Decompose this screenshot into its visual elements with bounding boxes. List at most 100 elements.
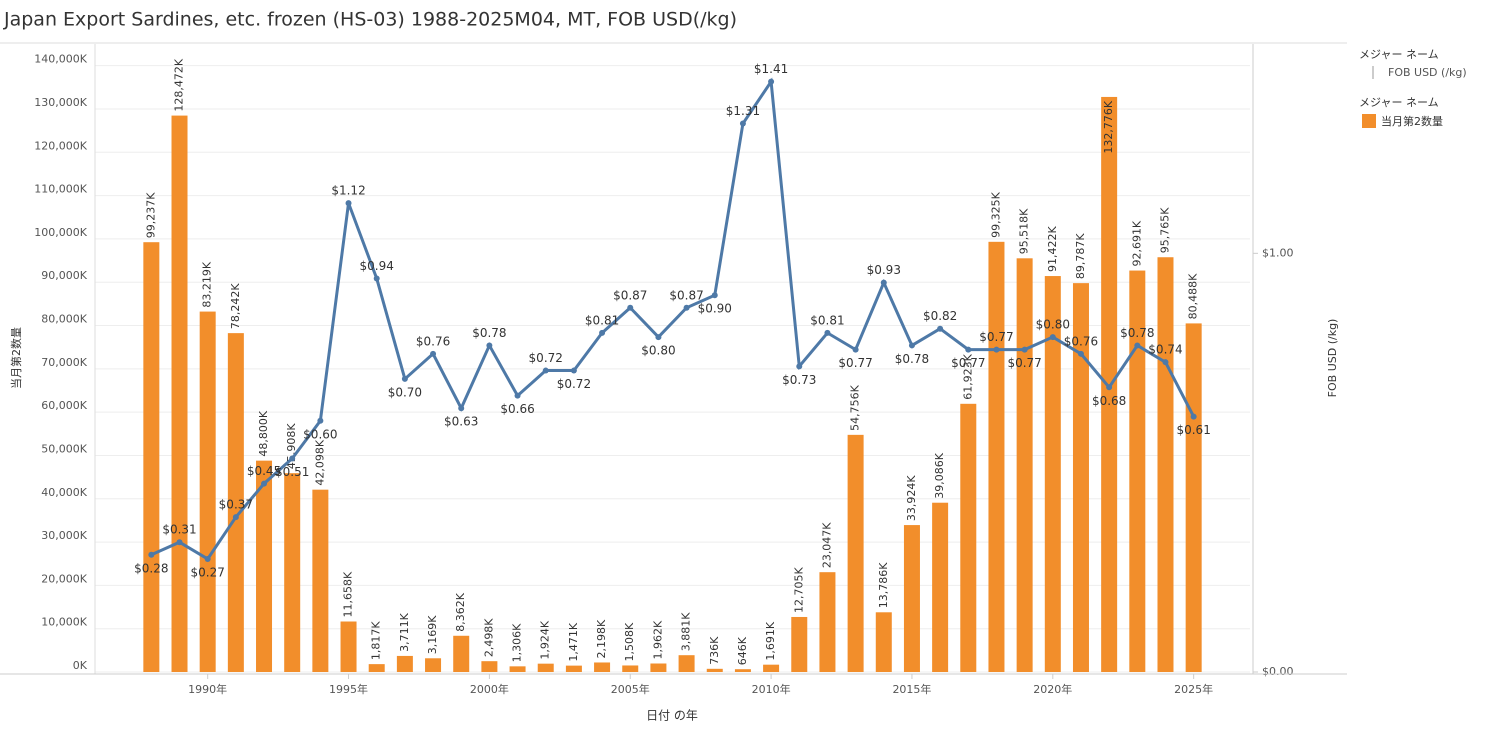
line-value-label: $1.41 (754, 62, 788, 76)
y2-tick-label: $1.00 (1262, 246, 1294, 259)
bar (143, 242, 160, 673)
bar-value-label: 2,198K (595, 619, 608, 658)
y-tick-label: 130,000K (34, 96, 87, 109)
line-value-label: $0.77 (838, 356, 872, 370)
bar-value-label: 91,422K (1046, 226, 1059, 272)
y-axis-label: 当月第2数量 (9, 327, 23, 389)
bar-value-label: 1,471K (567, 622, 580, 661)
bar-value-label: 95,765K (1158, 207, 1171, 253)
bar-value-label: 99,325K (989, 191, 1002, 237)
legend-label: 当月第2数量 (1381, 114, 1443, 128)
y-tick-label: 30,000K (41, 529, 87, 542)
line-point (289, 455, 296, 462)
line-value-label: $0.27 (191, 565, 225, 579)
line-value-label: $0.77 (1007, 356, 1041, 370)
line-point (683, 304, 690, 311)
y-tick-label: 0K (73, 659, 88, 672)
bar (622, 665, 639, 672)
line-point (824, 329, 831, 336)
bar (594, 662, 611, 672)
bar (1044, 276, 1061, 672)
bar (425, 658, 442, 672)
bar-value-label: 42,098K (313, 439, 326, 485)
x-tick-label: 2015年 (892, 682, 931, 696)
line-value-label: $0.70 (388, 385, 422, 399)
bar (960, 403, 977, 672)
line-value-label: $0.31 (162, 523, 196, 537)
y-tick-label: 110,000K (34, 183, 87, 196)
line-point (430, 350, 437, 357)
bar (199, 311, 216, 672)
bar-value-label: 99,237K (144, 192, 157, 238)
line-value-label: $0.87 (669, 288, 703, 302)
x-axis-label: 日付 の年 (646, 709, 698, 723)
bar-value-label: 736K (708, 636, 721, 665)
line-value-label: $0.45 (247, 464, 281, 478)
y-tick-label: 90,000K (41, 269, 87, 282)
bar-value-label: 1,962K (651, 620, 664, 659)
bar-value-label: 48,800K (257, 410, 270, 456)
legend-title: メジャー ネーム (1359, 96, 1439, 109)
line-point (1134, 342, 1141, 349)
x-tick-label: 1995年 (329, 682, 368, 696)
line-point (1077, 350, 1084, 357)
y-tick-label: 80,000K (41, 313, 87, 326)
legend-title: メジャー ネーム (1359, 48, 1439, 61)
line-value-label: $0.94 (360, 259, 394, 273)
bar (481, 661, 498, 672)
line-point (852, 346, 859, 353)
x-tick-label: 2010年 (752, 682, 791, 696)
line-point (514, 392, 521, 399)
line-value-label: $0.72 (529, 351, 563, 365)
line-value-label: $0.72 (557, 377, 591, 391)
bar (1157, 257, 1174, 672)
bar (340, 621, 357, 672)
line-point (401, 375, 408, 382)
line-value-label: $0.78 (895, 352, 929, 366)
line-value-label: $0.80 (1036, 318, 1070, 332)
bar-value-label: 39,086K (933, 452, 946, 498)
line-point (711, 292, 718, 299)
y2-tick-label: $0.00 (1262, 665, 1294, 678)
bar (650, 663, 667, 672)
y-tick-label: 60,000K (41, 399, 87, 412)
bar (256, 460, 273, 672)
y-tick-label: 100,000K (34, 226, 87, 239)
bar-value-label: 54,756K (849, 384, 862, 430)
y-tick-label: 10,000K (41, 616, 87, 629)
line-value-label: $0.74 (1148, 343, 1182, 357)
line-value-label: $0.77 (951, 356, 985, 370)
bar-value-label: 61,923K (961, 353, 974, 399)
line-value-label: $0.68 (1092, 394, 1126, 408)
line-point (261, 480, 268, 487)
line-point (937, 325, 944, 332)
line-value-label: $0.93 (867, 263, 901, 277)
bar-value-label: 12,705K (792, 566, 805, 612)
line-value-label: $0.37 (219, 498, 253, 512)
bar-value-label: 80,488K (1187, 273, 1200, 319)
line-point (176, 539, 183, 546)
line-point (204, 555, 211, 562)
bar (312, 489, 329, 672)
line-value-label: $0.81 (585, 313, 619, 327)
line-point (965, 346, 972, 353)
bar-value-label: 78,242K (229, 283, 242, 329)
bar (453, 635, 470, 672)
bar-value-label: 646K (736, 636, 749, 665)
line-value-label: $1.12 (331, 184, 365, 198)
line-point (458, 405, 465, 412)
line-point (1106, 384, 1113, 391)
bar (847, 434, 864, 672)
bar-value-label: 11,658K (342, 571, 355, 617)
bar (791, 616, 808, 672)
legend-label: FOB USD (/kg) (1388, 66, 1467, 79)
bar-value-label: 8,362K (454, 592, 467, 631)
line-value-label: $0.60 (303, 427, 337, 441)
bar (678, 655, 695, 672)
x-tick-label: 2020年 (1033, 682, 1072, 696)
bar (1129, 270, 1146, 672)
bar-value-label: 1,817K (370, 621, 383, 660)
bar-value-label: 92,691K (1130, 220, 1143, 266)
bar (368, 664, 385, 672)
bar-value-label: 23,047K (820, 522, 833, 568)
